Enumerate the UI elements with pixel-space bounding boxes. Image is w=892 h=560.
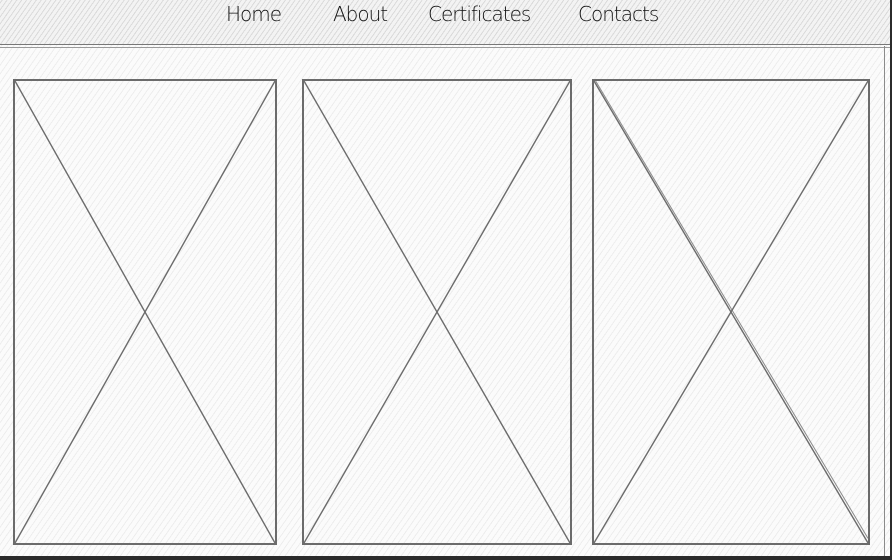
canvas-right-edge [884,46,885,556]
header-divider [0,44,890,48]
image-placeholder-1 [13,79,277,545]
image-placeholder-2 [302,79,572,545]
image-placeholder-3 [592,79,870,545]
placeholder-cross-icon [594,81,868,543]
nav-link-home[interactable]: Home [226,2,282,26]
placeholder-cross-icon [15,81,275,543]
nav-link-certificates[interactable]: Certificates [428,2,531,26]
nav-link-about[interactable]: About [333,2,388,26]
header-bar: Home About Certificates Contacts [0,0,890,44]
nav-link-contacts[interactable]: Contacts [578,2,659,26]
placeholder-cross-icon [304,81,570,543]
